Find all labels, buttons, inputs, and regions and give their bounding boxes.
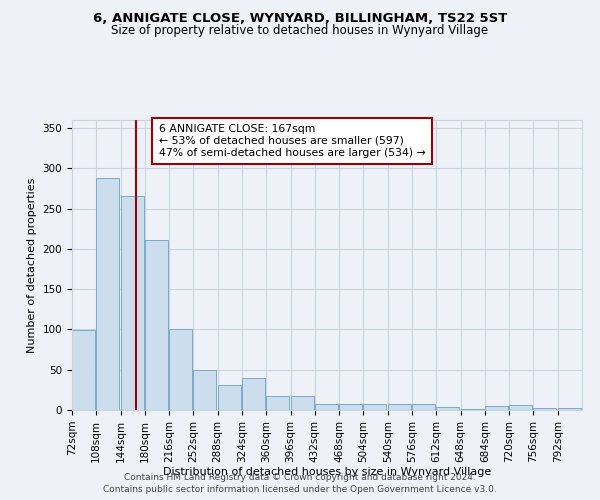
Bar	[461, 409, 484, 410]
Bar	[315, 404, 338, 410]
Bar	[72, 330, 95, 410]
Text: Contains HM Land Registry data © Crown copyright and database right 2024.: Contains HM Land Registry data © Crown c…	[124, 473, 476, 482]
Bar	[290, 396, 314, 410]
Bar	[169, 328, 192, 410]
Bar	[121, 196, 143, 410]
Bar	[266, 396, 289, 410]
Bar	[193, 370, 217, 410]
Text: Size of property relative to detached houses in Wynyard Village: Size of property relative to detached ho…	[112, 24, 488, 37]
Bar	[364, 404, 386, 410]
Bar	[436, 407, 459, 410]
Bar	[218, 385, 241, 410]
Bar	[509, 405, 532, 410]
Bar	[339, 404, 362, 410]
Bar	[388, 404, 410, 410]
Bar	[242, 378, 265, 410]
Bar	[533, 408, 556, 410]
Y-axis label: Number of detached properties: Number of detached properties	[27, 178, 37, 352]
Text: 6 ANNIGATE CLOSE: 167sqm
← 53% of detached houses are smaller (597)
47% of semi-: 6 ANNIGATE CLOSE: 167sqm ← 53% of detach…	[158, 124, 425, 158]
Bar	[96, 178, 119, 410]
Bar	[412, 404, 435, 410]
Text: Contains public sector information licensed under the Open Government Licence v3: Contains public sector information licen…	[103, 484, 497, 494]
X-axis label: Distribution of detached houses by size in Wynyard Village: Distribution of detached houses by size …	[163, 468, 491, 477]
Bar	[145, 240, 168, 410]
Bar	[485, 406, 508, 410]
Bar	[558, 408, 581, 410]
Text: 6, ANNIGATE CLOSE, WYNYARD, BILLINGHAM, TS22 5ST: 6, ANNIGATE CLOSE, WYNYARD, BILLINGHAM, …	[93, 12, 507, 26]
